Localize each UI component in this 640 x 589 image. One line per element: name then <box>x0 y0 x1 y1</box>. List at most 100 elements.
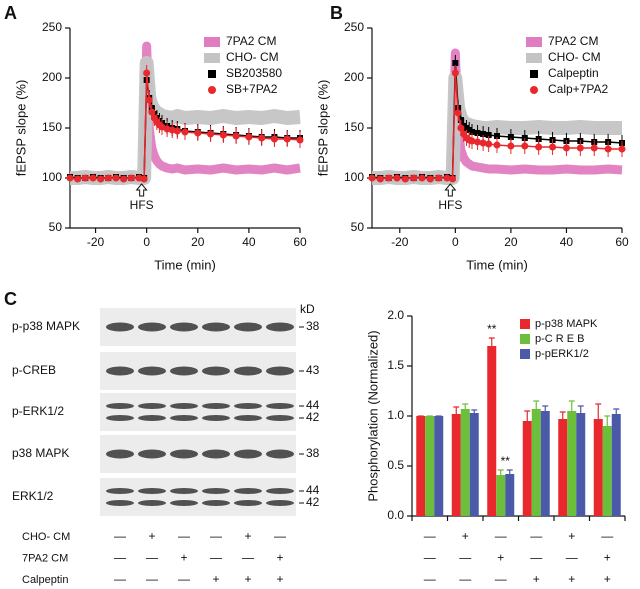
bar <box>451 414 461 516</box>
blot-band <box>266 403 294 409</box>
y-axis-label: Phosphorylation (Normalized) <box>365 330 380 501</box>
blot-label: p-ERK1/2 <box>12 404 64 418</box>
treatment-sign: — <box>178 572 190 586</box>
legend-swatch <box>208 70 216 78</box>
treatment-sign: + <box>244 572 251 586</box>
bar <box>602 426 612 516</box>
bar <box>531 409 541 516</box>
blot-label: p38 MAPK <box>12 446 69 460</box>
x-tick-label: 0 <box>452 235 459 249</box>
treatment-sign: — <box>210 529 222 543</box>
blot-band <box>202 366 230 376</box>
x-axis-label: Time (min) <box>154 257 216 272</box>
annotation-arrow <box>135 183 148 197</box>
blot-band <box>202 403 230 409</box>
bar <box>558 419 568 516</box>
treatment-sign: + <box>568 529 575 543</box>
blot-band <box>266 415 294 421</box>
legend-label: Calpeptin <box>548 66 599 80</box>
data-point <box>112 174 120 182</box>
annotation: ** <box>487 322 497 336</box>
blot-label: p-p38 MAPK <box>12 319 80 333</box>
blot-band <box>138 403 166 409</box>
treatment-sign: + <box>180 551 187 565</box>
data-point <box>418 174 426 182</box>
treatment-sign: — <box>242 551 254 565</box>
treatment-sign: — <box>114 529 126 543</box>
legend-swatch <box>204 37 220 47</box>
y-tick-label: 150 <box>344 120 364 134</box>
blot-band <box>138 322 166 332</box>
y-tick-label: 150 <box>42 120 62 134</box>
treatment-label: 7PA2 CM <box>22 552 68 564</box>
legend-label: p-pERK1/2 <box>535 348 589 360</box>
treatment-sign: — <box>424 529 436 543</box>
axis <box>411 316 625 517</box>
blot-panel <box>100 478 296 516</box>
legend-swatch <box>208 86 216 94</box>
treatment-sign: — <box>530 551 542 565</box>
panel-label: C <box>4 289 17 309</box>
treatment-sign: — <box>114 572 126 586</box>
legend-label: 7PA2 CM <box>226 34 276 48</box>
blot-band <box>234 366 262 376</box>
blot-band <box>106 449 134 459</box>
data-point <box>449 175 457 183</box>
blot-band <box>266 500 294 506</box>
blot-band <box>202 415 230 421</box>
blot-band <box>106 403 134 409</box>
blot-band <box>138 500 166 506</box>
treatment-sign: + <box>148 529 155 543</box>
bar <box>505 474 515 516</box>
legend-label: SB+7PA2 <box>226 82 278 96</box>
blot-band <box>234 322 262 332</box>
treatment-sign: — <box>114 551 126 565</box>
y-tick-label: 50 <box>351 220 365 234</box>
blot-band <box>234 415 262 421</box>
treatment-sign: + <box>533 572 540 586</box>
blot-band <box>234 403 262 409</box>
marker-label: 44 <box>306 398 320 412</box>
treatment-sign: + <box>497 551 504 565</box>
bar <box>487 346 497 516</box>
data-point <box>443 174 451 182</box>
blot-band <box>106 322 134 332</box>
error-bar <box>577 405 584 413</box>
bar <box>469 413 479 516</box>
unit-label: kD <box>300 302 315 316</box>
treatment-sign: — <box>178 529 190 543</box>
data-point <box>104 174 112 182</box>
y-tick-label: 1.5 <box>387 358 404 372</box>
blot-band <box>138 366 166 376</box>
blot-band <box>106 500 134 506</box>
treatment-sign: — <box>146 572 158 586</box>
panel-label: A <box>4 3 17 23</box>
bar <box>460 409 470 516</box>
bar <box>425 416 435 516</box>
legend-label: 7PA2 CM <box>548 34 598 48</box>
treatment-sign: + <box>276 572 283 586</box>
annotation: HFS <box>438 198 462 212</box>
x-tick-label: 40 <box>560 235 574 249</box>
treatment-sign: — <box>146 551 158 565</box>
blot-band <box>202 500 230 506</box>
bar <box>567 411 577 516</box>
treatment-sign: — <box>495 529 507 543</box>
blot-band <box>106 366 134 376</box>
error-bar <box>559 411 566 419</box>
panel-label: B <box>330 3 343 23</box>
series-line <box>70 56 301 185</box>
bar <box>496 475 506 516</box>
error-bar <box>595 403 602 419</box>
x-tick-label: 60 <box>615 235 629 249</box>
y-tick-label: 250 <box>344 20 364 34</box>
data-point <box>74 175 82 183</box>
blot-band <box>266 488 294 494</box>
treatment-sign: — <box>459 572 471 586</box>
treatment-sign: — <box>274 529 286 543</box>
error-bar <box>613 408 620 414</box>
legend-swatch <box>526 37 542 47</box>
legend-swatch <box>204 53 220 63</box>
data-point <box>385 174 393 182</box>
